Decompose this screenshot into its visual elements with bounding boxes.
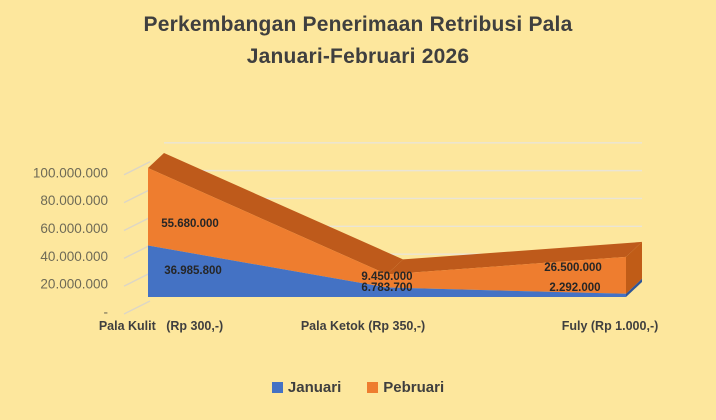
y-axis-tick: [123, 244, 151, 259]
y-axis-label: -: [104, 305, 109, 320]
series-pebruari-top-face: [148, 153, 403, 275]
series-pebruari-top-face: [387, 241, 642, 275]
legend-label-pebruari: Pebruari: [383, 379, 445, 396]
category-label: Fuly (Rp 1.000,-): [562, 319, 659, 333]
data-label: 6.783.700: [361, 282, 412, 294]
chart-title-line2: Januari-Februari 2026: [246, 45, 470, 68]
chart-legend: Januari Pebruari: [0, 379, 716, 396]
category-label: Pala Ketok (Rp 350,-): [301, 319, 425, 333]
y-axis-tick: [123, 189, 151, 204]
y-axis-tick: [123, 272, 151, 287]
legend-item-januari[interactable]: Januari: [271, 379, 342, 396]
y-axis-tick: [123, 216, 151, 232]
data-label: 9.450.000: [361, 271, 412, 283]
series-pebruari-area: [148, 168, 626, 294]
chart-title: Perkembangan Penerimaan Retribusi Pala J…: [0, 9, 716, 73]
legend-swatch-januari: [271, 382, 283, 393]
data-label: 36.985.800: [164, 265, 222, 277]
y-axis-label: 80.000.000: [40, 193, 108, 208]
y-axis-label: 60.000.000: [40, 221, 108, 236]
data-label: 55.680.000: [161, 218, 219, 230]
y-axis-tick: [123, 161, 151, 176]
data-label: 26.500.000: [544, 262, 602, 274]
legend-swatch-pebruari: [367, 382, 379, 393]
y-axis-tick: [123, 300, 151, 315]
data-label: 2.292.000: [549, 282, 600, 294]
y-axis-label: 20.000.000: [40, 277, 108, 292]
series-januari-side-face: [626, 278, 642, 297]
category-label: Pala Kulit (Rp 300,-): [99, 319, 223, 333]
chart-title-line1: Perkembangan Penerimaan Retribusi Pala: [143, 13, 573, 36]
series-pebruari-side-face: [626, 241, 642, 294]
y-axis-label: 40.000.000: [40, 249, 108, 264]
series-januari-area: [148, 245, 626, 297]
y-axis-label: 100.000.000: [33, 165, 108, 180]
legend-label-januari: Januari: [287, 379, 342, 396]
legend-item-pebruari[interactable]: Pebruari: [367, 379, 444, 396]
